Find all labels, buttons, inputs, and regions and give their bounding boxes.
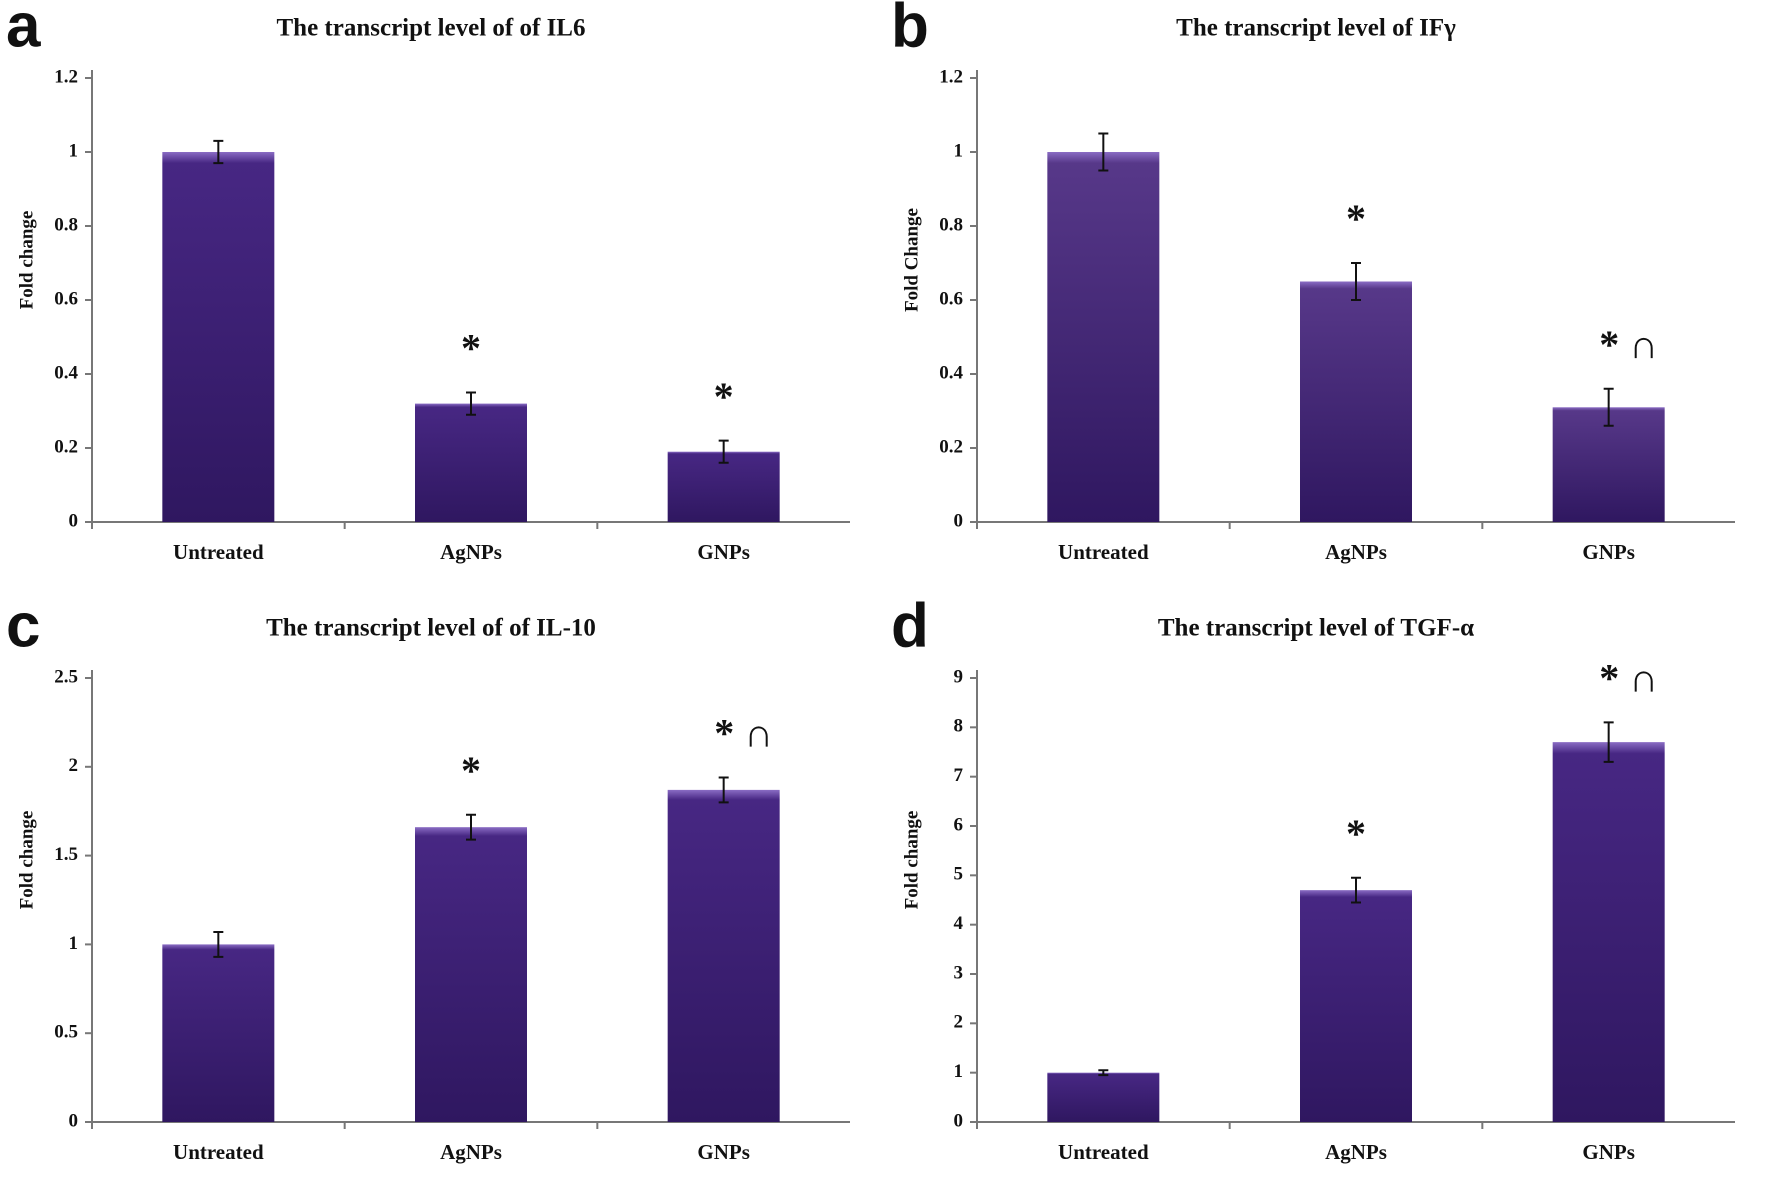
error-bar bbox=[1098, 132, 1109, 172]
y-tick-label: 6 bbox=[954, 814, 964, 835]
y-tick-label: 0.2 bbox=[939, 436, 963, 457]
x-tick-label: AgNPs bbox=[440, 1140, 502, 1164]
error-bar bbox=[1603, 387, 1614, 427]
y-tick-label: 0 bbox=[954, 510, 964, 531]
error-bar bbox=[1603, 721, 1614, 763]
y-axis-label: Fold Change bbox=[901, 208, 922, 312]
y-tick-label: 0.8 bbox=[54, 214, 78, 235]
chart-title: The transcript level of of IL-10 bbox=[266, 615, 596, 642]
bar bbox=[415, 403, 527, 522]
significance-marker: * ∩ bbox=[1599, 656, 1658, 701]
significance-marker: * ∩ bbox=[1599, 322, 1658, 367]
error-bar bbox=[718, 439, 729, 464]
y-tick-label: 0.5 bbox=[54, 1022, 78, 1043]
chart-title: The transcript level of TGF-α bbox=[1158, 615, 1474, 642]
panel-label: c bbox=[6, 591, 40, 660]
x-tick-label: AgNPs bbox=[1325, 1140, 1387, 1164]
y-tick-label: 0.2 bbox=[54, 436, 78, 457]
error-bar bbox=[1351, 876, 1361, 904]
y-tick-label: 0.6 bbox=[54, 288, 78, 309]
y-tick-label: 1 bbox=[954, 1061, 964, 1082]
y-tick-label: 9 bbox=[954, 666, 964, 687]
significance-marker: * bbox=[1346, 196, 1366, 241]
x-tick-label: Untreated bbox=[173, 540, 264, 564]
chart-title: The transcript level of IFγ bbox=[1176, 15, 1456, 42]
y-tick-label: 1 bbox=[954, 140, 964, 161]
y-tick-label: 5 bbox=[954, 864, 964, 885]
error-bar bbox=[213, 930, 224, 958]
y-tick-label: 0 bbox=[69, 1110, 79, 1131]
y-tick-label: 1.2 bbox=[54, 66, 78, 87]
y-tick-label: 2 bbox=[69, 755, 79, 776]
y-tick-label: 2.5 bbox=[54, 666, 78, 687]
chart-panel: a The transcript level of of IL6 Fold chan… bbox=[6, 0, 850, 564]
y-axis-label: Fold change bbox=[16, 211, 37, 310]
error-bar bbox=[213, 139, 224, 165]
error-bar bbox=[1098, 1069, 1109, 1077]
y-tick-label: 0 bbox=[69, 510, 79, 531]
panel-label: d bbox=[891, 591, 929, 660]
bar bbox=[415, 827, 527, 1122]
y-tick-label: 1.5 bbox=[54, 844, 78, 865]
bar bbox=[1552, 742, 1665, 1122]
significance-marker: * bbox=[461, 748, 481, 793]
y-tick-label: 0.6 bbox=[939, 288, 963, 309]
bar bbox=[1300, 281, 1412, 522]
x-tick-label: AgNPs bbox=[1325, 540, 1387, 564]
chart-panel: b The transcript level of IFγ Fold Change 0… bbox=[891, 0, 1735, 564]
x-tick-label: GNPs bbox=[697, 1140, 750, 1164]
y-axis-label: Fold change bbox=[16, 811, 37, 910]
bar bbox=[162, 152, 275, 522]
y-tick-label: 7 bbox=[954, 765, 964, 786]
x-tick-label: GNPs bbox=[1582, 540, 1635, 564]
chart-title: The transcript level of of IL6 bbox=[277, 15, 586, 42]
y-tick-label: 3 bbox=[954, 962, 964, 983]
x-tick-label: Untreated bbox=[1058, 540, 1149, 564]
y-tick-label: 0 bbox=[954, 1110, 964, 1131]
x-tick-label: GNPs bbox=[697, 540, 750, 564]
y-tick-label: 0.8 bbox=[939, 214, 963, 235]
significance-marker: * bbox=[461, 326, 481, 371]
y-tick-label: 8 bbox=[954, 716, 964, 737]
bar bbox=[667, 789, 780, 1122]
significance-marker: * bbox=[1346, 811, 1366, 856]
panel-label: a bbox=[6, 0, 41, 60]
y-tick-label: 0.4 bbox=[939, 362, 963, 383]
bar bbox=[1300, 890, 1412, 1122]
bar bbox=[162, 944, 275, 1122]
x-tick-label: GNPs bbox=[1582, 1140, 1635, 1164]
y-tick-label: 1.2 bbox=[939, 66, 963, 87]
y-tick-label: 1 bbox=[69, 933, 79, 954]
error-bar bbox=[1351, 262, 1361, 301]
chart-panel: c The transcript level of of IL-10 Fold ch… bbox=[6, 591, 850, 1164]
x-tick-label: Untreated bbox=[1058, 1140, 1149, 1164]
x-tick-label: Untreated bbox=[173, 1140, 264, 1164]
chart-panel: d The transcript level of TGF-α Fold chang… bbox=[891, 591, 1735, 1164]
y-tick-label: 1 bbox=[69, 140, 79, 161]
error-bar bbox=[718, 776, 729, 804]
y-tick-label: 2 bbox=[954, 1012, 964, 1033]
error-bar bbox=[466, 391, 476, 416]
significance-marker: * bbox=[714, 374, 734, 419]
significance-marker: * ∩ bbox=[714, 711, 773, 756]
y-tick-label: 4 bbox=[954, 913, 964, 934]
x-tick-label: AgNPs bbox=[440, 540, 502, 564]
bar bbox=[1047, 152, 1160, 522]
error-bar bbox=[466, 813, 476, 841]
y-tick-label: 0.4 bbox=[54, 362, 78, 383]
y-axis-label: Fold change bbox=[901, 811, 922, 910]
panel-label: b bbox=[891, 0, 929, 60]
bar bbox=[1047, 1072, 1160, 1122]
